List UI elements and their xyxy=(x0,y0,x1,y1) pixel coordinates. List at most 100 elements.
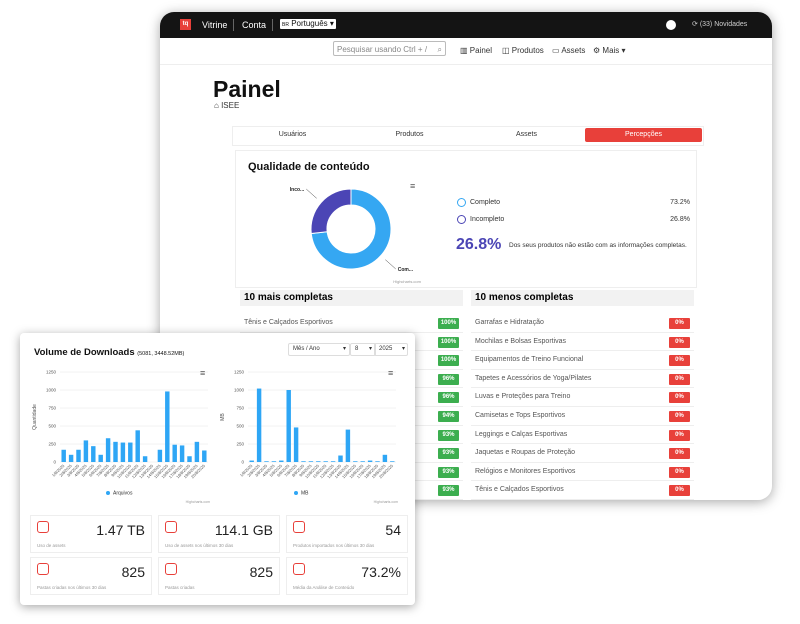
bar xyxy=(202,450,207,462)
logo[interactable]: tq xyxy=(180,19,191,30)
y-tick-label: 500 xyxy=(236,424,244,429)
ranking-list: 10 menos completas Garrafas e Hidratação 0… xyxy=(471,290,694,500)
filter-select[interactable]: 8 ▾ xyxy=(350,343,376,356)
filter-select[interactable]: 2025 ▾ xyxy=(374,343,408,356)
menu-icon[interactable]: ≡ xyxy=(388,368,393,378)
stat-icon xyxy=(37,521,49,533)
menu-icon[interactable]: ≡ xyxy=(200,368,205,378)
badge: 0% xyxy=(669,318,690,329)
stat-value: 825 xyxy=(249,564,273,580)
legend-marker xyxy=(106,491,110,495)
nav-link[interactable]: ▭ Assets xyxy=(552,46,586,55)
page-title: Painel xyxy=(213,76,281,102)
y-tick-label: 500 xyxy=(48,424,56,429)
stat-label: Média da Análise de Conteúdo xyxy=(293,585,355,590)
flag: BR xyxy=(282,22,289,28)
bar xyxy=(91,446,96,462)
label-connector xyxy=(385,259,396,270)
badge: 93% xyxy=(438,448,459,460)
updates[interactable]: ⟳ (33) Novidades xyxy=(692,21,748,28)
tab[interactable]: Percepções xyxy=(585,128,702,142)
title-text: Volume de Downloads xyxy=(34,347,135,358)
filter-select[interactable]: Mês / Ano ▾ xyxy=(288,343,350,356)
list-row: Tapetes e Acessórios de Yoga/Pilates 0% xyxy=(471,370,694,389)
legend-label: Incompleto xyxy=(470,216,505,223)
stat-value: 114.1 GB xyxy=(214,522,273,538)
divider xyxy=(233,19,234,31)
bar xyxy=(301,461,306,462)
bar xyxy=(98,454,103,462)
stat-icon xyxy=(293,521,305,533)
badge: 94% xyxy=(438,410,459,422)
y-tick-label: 750 xyxy=(236,406,244,411)
item-name: Camisetas e Tops Esportivos xyxy=(475,411,566,419)
point-label: Inco... xyxy=(290,187,305,193)
badge: 0% xyxy=(669,448,690,460)
summary: (5081, 3448.52MB) xyxy=(137,351,185,357)
nav-link[interactable]: ◫ Produtos xyxy=(502,46,544,55)
bar xyxy=(165,391,170,462)
badge: 0% xyxy=(669,336,690,348)
nav-link[interactable]: ▥ Painel xyxy=(460,46,493,55)
y-tick-label: 750 xyxy=(48,406,56,411)
breadcrumb[interactable]: ⌂ ISEE xyxy=(214,101,240,110)
filter-text: Mês / Ano xyxy=(293,346,320,352)
language-select[interactable]: BR Português ▾ xyxy=(280,19,336,29)
bar xyxy=(83,440,89,462)
bar xyxy=(323,461,328,462)
bar xyxy=(330,461,336,462)
stat-value: 1.47 TB xyxy=(96,522,145,538)
bar xyxy=(172,444,177,462)
item-name: Luvas e Proteções para Treino xyxy=(475,393,571,401)
item-name: Jaquetas e Roupas de Proteção xyxy=(475,449,576,457)
quality-card: Qualidade de conteúdo Com... Inco... Highc… xyxy=(235,150,697,288)
list-row: Camisetas e Tops Esportivos 0% xyxy=(471,407,694,426)
card-title: Volume de Downloads (5081, 3448.52MB) xyxy=(34,347,184,358)
y-tick-label: 0 xyxy=(241,460,244,465)
badge: 96% xyxy=(438,392,459,404)
nav-link[interactable]: Conta xyxy=(242,20,267,30)
list-row: Tênis e Calçados Esportivos 0% xyxy=(471,481,694,500)
y-tick-label: 250 xyxy=(236,442,244,447)
top-bar: tq Vitrine Conta BR Português ▾ ⟳ (33) N… xyxy=(160,12,772,38)
bar xyxy=(113,441,118,462)
stat-tile: 825 Pastas criadas xyxy=(158,557,280,595)
y-tick-label: 1000 xyxy=(234,388,245,393)
bar xyxy=(367,460,373,462)
badge: 100% xyxy=(438,318,459,329)
item-name: Relógios e Monitores Esportivos xyxy=(475,467,576,475)
credit: Highcharts.com xyxy=(186,500,210,504)
y-tick-label: 1000 xyxy=(46,388,57,393)
tab[interactable]: Produtos xyxy=(395,131,424,138)
bar xyxy=(256,388,262,462)
nav-link[interactable]: Vitrine xyxy=(202,20,228,30)
y-tick-label: 250 xyxy=(48,442,56,447)
badge: 100% xyxy=(438,336,459,348)
badge: 0% xyxy=(669,410,690,422)
donut-chart: Com... Inco... Highcharts.com ≡ xyxy=(290,181,422,284)
filter-text: 2025 xyxy=(379,346,393,352)
tab[interactable]: Usuários xyxy=(278,131,307,138)
legend-label: Completo xyxy=(470,199,500,206)
nav-link-text: Assets xyxy=(561,46,586,55)
item-name: Tênis e Calçados Esportivos xyxy=(475,486,564,494)
stat-value: 73.2% xyxy=(361,564,401,580)
bar xyxy=(390,461,395,462)
item-name: Tapetes e Acessórios de Yoga/Pilates xyxy=(475,374,592,382)
badge: 0% xyxy=(669,429,690,441)
label-connector xyxy=(306,188,317,199)
search-box[interactable]: Pesquisar usando Ctrl + / ⌕ xyxy=(333,41,446,56)
tab[interactable]: Assets xyxy=(515,131,537,138)
bar xyxy=(271,461,277,462)
bar xyxy=(135,430,140,462)
legend-marker xyxy=(457,198,466,207)
badge: 0% xyxy=(669,466,690,478)
list-title: 10 menos completas xyxy=(471,290,694,306)
nav-bar: Pesquisar usando Ctrl + / ⌕ ▥ Painel ◫ Pr… xyxy=(160,38,772,65)
nav-link[interactable]: ⚙ Mais ▾ xyxy=(593,46,626,55)
item-name: Mochilas e Bolsas Esportivas xyxy=(475,337,567,345)
list-row: Luvas e Proteções para Treino 0% xyxy=(471,388,694,407)
avatar[interactable] xyxy=(666,20,676,30)
stat-tile: 54 Produtos importados nos últimos 30 dia… xyxy=(286,515,408,553)
divider xyxy=(272,19,273,31)
